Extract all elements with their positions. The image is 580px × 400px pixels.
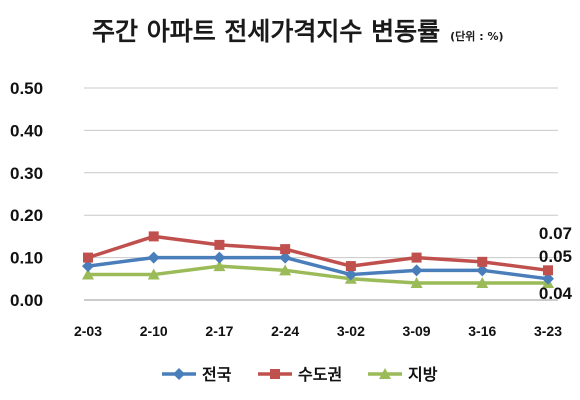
- x-tick-label: 3-02: [337, 323, 365, 339]
- legend-label: 지방: [408, 365, 438, 384]
- annotations: 0.07 0.05 0.04: [539, 224, 573, 303]
- series-line: [88, 264, 548, 285]
- legend-label: 수도권: [298, 365, 342, 384]
- legend: 전국 수도권 지방: [162, 365, 438, 384]
- series-0: [82, 251, 554, 285]
- data-point: [345, 261, 356, 272]
- data-point: [476, 277, 489, 289]
- data-point: [542, 272, 554, 285]
- chart-title: 주간 아파트 전세가격지수 변동률: [92, 17, 440, 46]
- data-point: [147, 251, 160, 264]
- legend-item: 지방: [368, 365, 438, 384]
- data-point: [543, 265, 553, 276]
- y-tick-label: 0.10: [10, 249, 43, 268]
- y-tick-label: 0.20: [10, 206, 43, 225]
- legend-marker: [173, 368, 185, 380]
- series-line: [87, 255, 549, 281]
- data-point: [148, 231, 159, 242]
- x-tick-label: 2-03: [74, 323, 102, 339]
- legend-item: 수도권: [258, 365, 342, 384]
- y-tick-label: 0.50: [10, 79, 43, 98]
- data-point: [410, 277, 423, 289]
- series-line: [87, 234, 549, 273]
- series-1: [83, 231, 553, 276]
- data-point: [83, 252, 93, 263]
- legend-marker: [270, 369, 280, 379]
- data-point: [280, 244, 291, 255]
- x-tick-label: 2-10: [140, 323, 168, 339]
- x-tick-label: 3-23: [534, 323, 562, 339]
- data-point: [82, 260, 94, 273]
- x-tick-label: 3-16: [468, 323, 496, 339]
- unit-label: (단위 : %): [450, 29, 503, 43]
- x-axis: 2-03 2-10 2-17 2-24 3-02 3-09 3-16 3-23: [74, 323, 562, 339]
- data-point: [411, 252, 422, 263]
- data-label: 0.07: [539, 224, 572, 243]
- x-tick-label: 2-17: [205, 323, 233, 339]
- data-point: [477, 256, 488, 267]
- data-point: [214, 239, 225, 250]
- y-axis: 0.00 0.10 0.20 0.30 0.40 0.50: [10, 79, 43, 310]
- data-point: [410, 264, 423, 277]
- data-point: [279, 264, 292, 276]
- x-tick-label: 2-24: [271, 323, 299, 339]
- data-point: [147, 268, 160, 280]
- y-tick-label: 0.30: [10, 164, 43, 183]
- y-tick-label: 0.00: [10, 291, 43, 310]
- x-tick-label: 3-09: [403, 323, 431, 339]
- series-group: [82, 231, 554, 289]
- legend-item: 전국: [162, 365, 232, 384]
- data-point: [213, 260, 226, 272]
- legend-marker: [379, 368, 391, 379]
- data-point: [476, 264, 489, 277]
- data-label: 0.05: [539, 247, 572, 266]
- data-point: [82, 268, 94, 280]
- data-point: [344, 268, 357, 281]
- legend-label: 전국: [202, 365, 232, 384]
- y-tick-label: 0.40: [10, 121, 43, 140]
- data-point: [279, 251, 292, 264]
- data-label: 0.04: [539, 284, 573, 303]
- data-point: [213, 251, 226, 264]
